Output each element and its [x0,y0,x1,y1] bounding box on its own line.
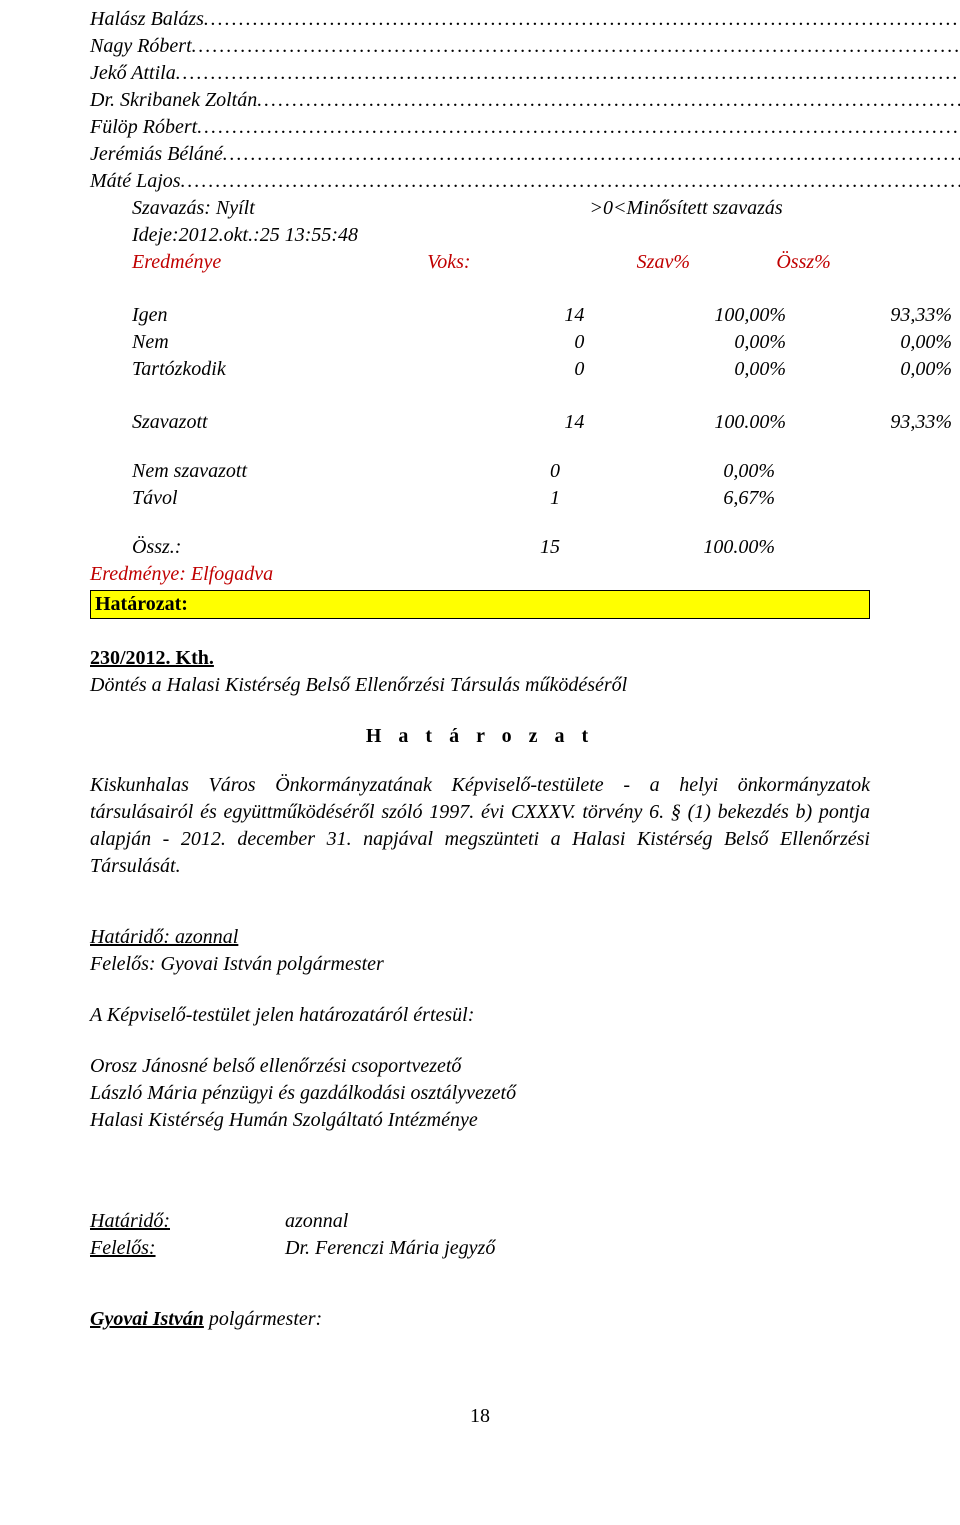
dots [223,141,960,168]
szavazott-label: Szavazott [132,409,428,436]
vote-cell: 14 [428,302,614,329]
sign-row: Határidő: azonnal [90,1208,870,1235]
roster-name: Fülöp Róbert [90,114,197,141]
voks-label: Voks: [427,249,589,276]
roster-name: Nagy Róbert [90,33,192,60]
roster-row: Fülöp RóbertIgen [90,114,960,141]
roster-row: Dr. Skribanek ZoltánIgen [90,87,960,114]
signer-role: polgármester: [209,1308,322,1330]
vote-row: Nem00,00%0,00% [132,329,912,356]
vote-row: Igen14100,00%93,33% [132,302,912,329]
szav-label: Szav% [590,249,738,276]
tavol-label: Távol [132,485,412,512]
dots [181,168,960,195]
tavol-voks: 1 [412,485,590,512]
roster-name: Halász Balázs [90,6,204,33]
roster-row: Halász BalázsIgen [90,6,960,33]
roster-left: Halász BalázsIgenNagy RóbertIgenJekő Att… [90,6,960,195]
signer: Gyovai István polgármester: [90,1306,870,1333]
dots [257,87,960,114]
szavazott-ossz: 93,33% [796,409,960,436]
roster-row: Máté LajosIgen [90,168,960,195]
szavazott-row: Szavazott 14 100.00% 93,33% [90,409,912,436]
dots [192,33,960,60]
vote-time: Ideje:2012.okt.:25 13:55:48 [132,222,427,249]
vote-cell: 0 [428,329,614,356]
tavol-ossz: 6,67% [590,485,870,512]
vote-cell: Nem [132,329,428,356]
vote-cell: 0,00% [614,356,796,383]
roster-name: Jerémiás Béláné [90,141,223,168]
signer-name: Gyovai István [90,1308,204,1330]
sign-row2: Felelős: Dr. Ferenczi Mária jegyző [90,1235,870,1262]
vote-row: Tartózkodik00,00%0,00% [132,356,912,383]
roster-row: Jerémiás BélánéTávol [90,141,960,168]
hatarozat-heading: H a t á r o z a t [90,723,870,750]
page-number: 18 [90,1403,870,1430]
roster-name: Dr. Skribanek Zoltán [90,87,257,114]
vote-cell: 93,33% [796,302,960,329]
ertesul-line: A Képviselő-testület jelen határozatáról… [90,1002,870,1029]
vote-meta: Szavazás: Nyílt >0<Minősített szavazás I… [90,195,870,276]
kth-number: 230/2012. Kth. [90,647,214,669]
vote-type: Szavazás: Nyílt [132,195,427,222]
szavazott-voks: 14 [428,409,614,436]
nemszav-voks: 0 [412,458,590,485]
ossz-percent: 100.00% [590,534,870,561]
dots [204,6,960,33]
vote-table: Igen14100,00%93,33%Nem00,00%0,00%Tartózk… [90,302,912,383]
roster-name: Jekő Attila [90,60,176,87]
sign-felelos-val: Dr. Ferenczi Mária jegyző [285,1235,495,1262]
nemszav-ossz: 0,00% [590,458,870,485]
sign-felelos-label: Felelős: [90,1235,285,1262]
sign-deadline-val: azonnal [285,1208,348,1235]
roster-name: Máté Lajos [90,168,181,195]
szavazott-szav: 100.00% [614,409,796,436]
nemszav-label: Nem szavazott [132,458,412,485]
vote-cell: 0,00% [796,356,960,383]
vote-cell: 0 [428,356,614,383]
roster-row: Jekő AttilaIgen [90,60,960,87]
vote-cell: Igen [132,302,428,329]
nemszav-row: Nem szavazott 0 0,00% Távol 1 6,67% [90,458,870,512]
vote-threshold: >0<Minősített szavazás [590,195,783,222]
sign-deadline-label: Határidő: [90,1208,285,1235]
ossz-label: Össz% [737,249,870,276]
hatarozat-bar: Határozat: [90,590,870,619]
felelos-line: Felelős: Gyovai István polgármester [90,951,870,978]
roster-row: Nagy RóbertIgen [90,33,960,60]
notify-item: Orosz Jánosné belső ellenőrzési csoportv… [90,1053,870,1080]
vote-cell: 0,00% [614,329,796,356]
vote-cell: Tartózkodik [132,356,428,383]
dots [197,114,960,141]
deadline-line: Határidő: azonnal [90,926,238,948]
vote-cell: 0,00% [796,329,960,356]
dots [176,60,960,87]
ossz-label2: Össz.: [132,534,412,561]
roster: Halász BalázsIgenNagy RóbertIgenJekő Att… [90,6,870,195]
accepted-line: Eredménye: Elfogadva [90,561,870,588]
ossz-row: Össz.: 15 100.00% [90,534,870,561]
notify-list: Orosz Jánosné belső ellenőrzési csoportv… [90,1053,870,1134]
notify-item: László Mária pénzügyi és gazdálkodási os… [90,1080,870,1107]
ossz-voks: 15 [412,534,590,561]
vote-cell: 100,00% [614,302,796,329]
result-label: Eredménye [132,249,427,276]
body-text: Kiskunhalas Város Önkormányzatának Képvi… [90,772,870,880]
notify-item: Halasi Kistérség Humán Szolgáltató Intéz… [90,1107,870,1134]
kth-subject: Döntés a Halasi Kistérség Belső Ellenőrz… [90,674,627,696]
